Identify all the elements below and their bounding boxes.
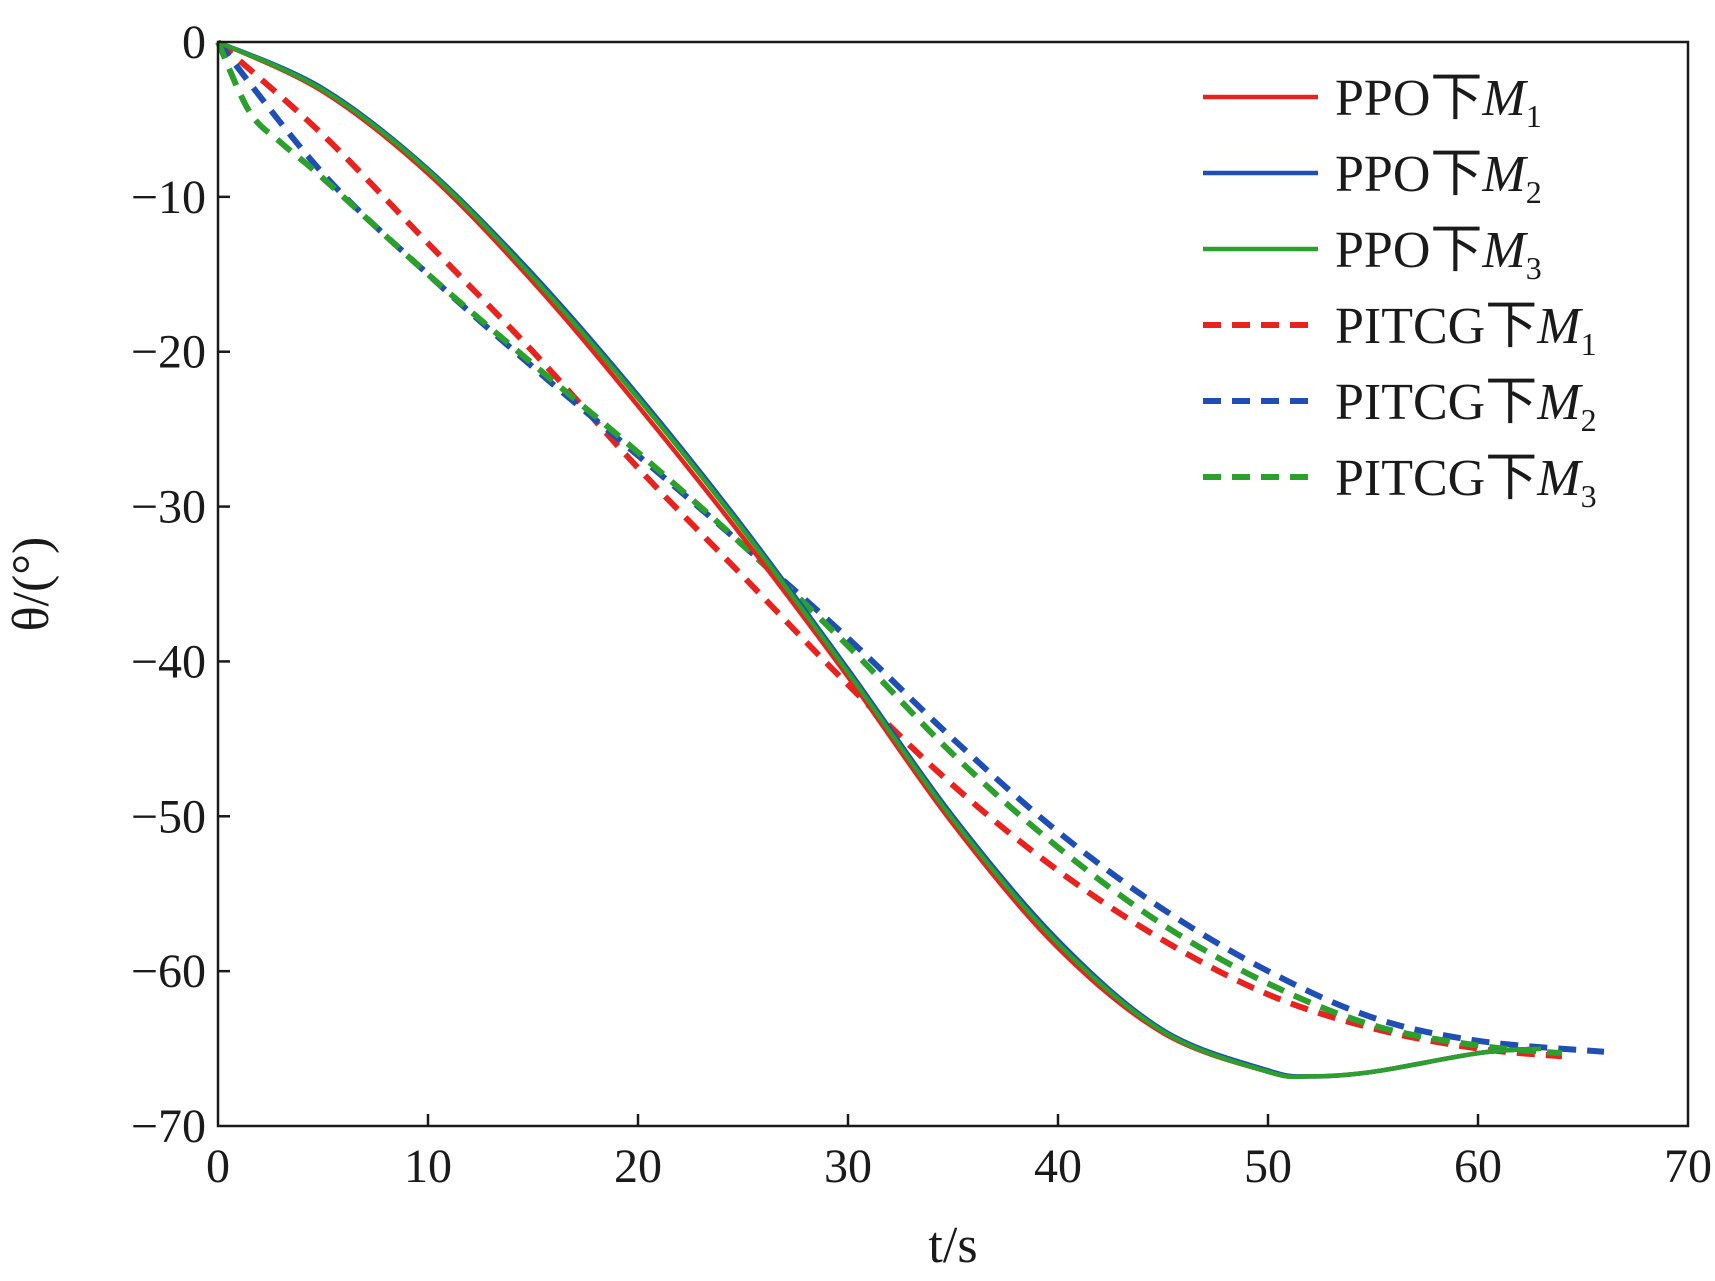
y-axis-label: θ/(°) bbox=[3, 537, 60, 632]
x-tick-label: 20 bbox=[614, 1140, 662, 1193]
legend-label-1: PPO下M1 bbox=[1335, 70, 1542, 134]
x-tick-label: 60 bbox=[1454, 1140, 1502, 1193]
y-tick-label: −70 bbox=[131, 1100, 206, 1153]
x-tick-label: 70 bbox=[1664, 1140, 1712, 1193]
x-tick-label: 50 bbox=[1244, 1140, 1292, 1193]
legend-label-5: PITCG下M2 bbox=[1335, 374, 1597, 438]
legend-label-3: PPO下M3 bbox=[1335, 222, 1542, 286]
y-tick-label: −60 bbox=[131, 945, 206, 998]
y-tick-label: −10 bbox=[131, 171, 206, 224]
y-tick-label: −40 bbox=[131, 635, 206, 688]
legend-label-4: PITCG下M1 bbox=[1335, 298, 1597, 362]
series-line-4 bbox=[216, 39, 1563, 1060]
x-tick-label: 10 bbox=[404, 1140, 452, 1193]
legend: PPO下M1 PPO下M2 PPO下M3 PITCG下M1 PITCG下M2 PITCG下… bbox=[1203, 70, 1597, 514]
series-line-3 bbox=[217, 39, 1542, 1080]
x-axis-label: t/s bbox=[928, 1217, 977, 1274]
legend-label-2: PPO下M2 bbox=[1335, 146, 1542, 210]
x-tick-label: 30 bbox=[824, 1140, 872, 1193]
y-tick-label: −50 bbox=[131, 790, 206, 843]
series-line-6 bbox=[215, 40, 1563, 1057]
plot-frame bbox=[216, 40, 1690, 1128]
ticks-layer: 0 10 20 30 40 50 60 70 0 −10 −20 −30 −40 −50 −60 −70 bbox=[131, 16, 1712, 1193]
y-tick-label: 0 bbox=[182, 16, 206, 69]
x-tick-label: 40 bbox=[1034, 1140, 1082, 1193]
y-tick-label: −30 bbox=[131, 481, 206, 534]
x-tick-label: 0 bbox=[206, 1140, 230, 1193]
legend-label-6: PITCG下M3 bbox=[1335, 450, 1597, 514]
y-tick-label: −20 bbox=[131, 326, 206, 379]
series-layer bbox=[215, 39, 1605, 1080]
